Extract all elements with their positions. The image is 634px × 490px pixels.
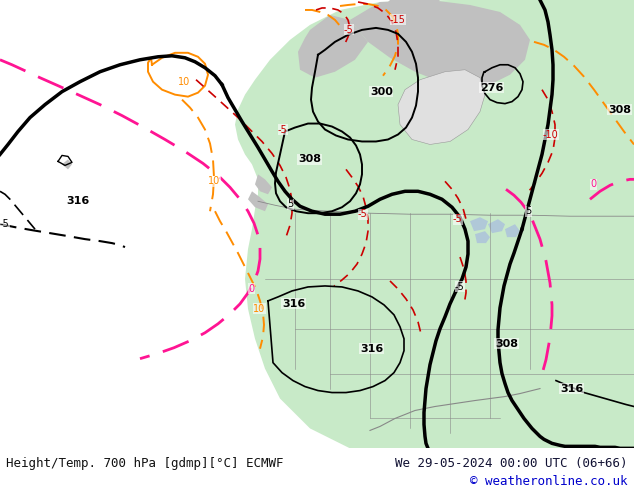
Polygon shape: [368, 0, 440, 42]
Polygon shape: [62, 159, 72, 170]
Text: -5: -5: [455, 282, 465, 292]
Text: -5: -5: [358, 209, 368, 219]
Text: -5: -5: [453, 214, 463, 224]
Polygon shape: [475, 231, 490, 243]
Text: 276: 276: [480, 83, 503, 93]
Polygon shape: [488, 219, 505, 233]
Text: -15: -15: [390, 15, 406, 25]
Polygon shape: [505, 224, 520, 237]
Text: 0: 0: [590, 179, 596, 189]
Text: 308: 308: [298, 154, 321, 165]
Text: 5: 5: [287, 199, 294, 209]
Text: -5: -5: [278, 124, 288, 135]
Text: 308: 308: [495, 339, 518, 349]
Polygon shape: [398, 70, 485, 145]
Text: 5: 5: [525, 206, 531, 216]
Text: 10: 10: [178, 77, 190, 87]
Text: 300: 300: [370, 87, 393, 97]
Text: -10: -10: [543, 129, 559, 140]
Text: 316: 316: [282, 299, 305, 309]
Text: We 29-05-2024 00:00 UTC (06+66): We 29-05-2024 00:00 UTC (06+66): [395, 457, 628, 470]
Text: 316: 316: [360, 343, 383, 354]
Text: Height/Temp. 700 hPa [gdmp][°C] ECMWF: Height/Temp. 700 hPa [gdmp][°C] ECMWF: [6, 457, 284, 470]
Text: 0: 0: [248, 284, 254, 294]
Text: 10: 10: [253, 304, 265, 314]
Text: © weatheronline.co.uk: © weatheronline.co.uk: [470, 475, 628, 488]
Polygon shape: [298, 15, 368, 78]
Text: 316: 316: [66, 196, 89, 206]
Polygon shape: [350, 0, 530, 88]
Text: 10: 10: [208, 176, 220, 186]
Polygon shape: [255, 174, 272, 194]
Text: 316: 316: [560, 384, 583, 393]
Polygon shape: [235, 0, 634, 448]
Text: -5: -5: [344, 25, 354, 35]
Text: 308: 308: [608, 104, 631, 115]
Text: -5: -5: [0, 219, 10, 229]
Polygon shape: [470, 217, 488, 231]
Polygon shape: [248, 191, 268, 211]
